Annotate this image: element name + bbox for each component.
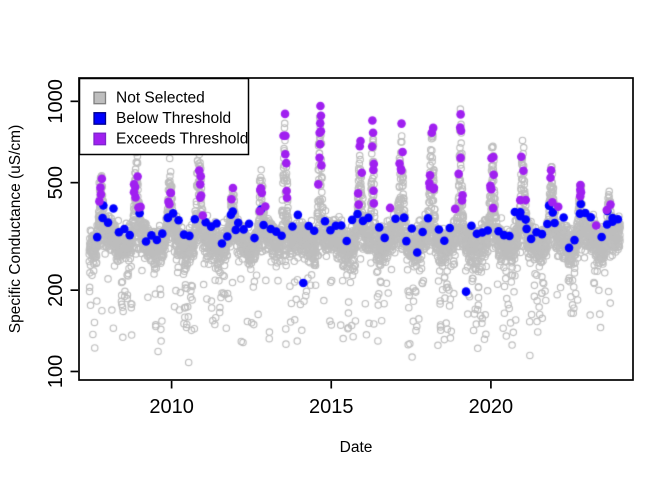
x-tick-label: 2015 bbox=[309, 396, 354, 418]
x-tick-label: 2020 bbox=[469, 396, 514, 418]
legend: Not Selected Below Threshold Exceeds Thr… bbox=[78, 77, 250, 156]
legend-swatch-below-threshold bbox=[93, 112, 107, 125]
y-tick-label: 100 bbox=[45, 355, 67, 388]
plot-border bbox=[78, 77, 634, 381]
y-axis-title: Specific Conductance (uS/cm) bbox=[7, 125, 24, 333]
legend-swatch-exceeds-threshold bbox=[93, 132, 107, 146]
legend-label-not-selected: Not Selected bbox=[116, 90, 205, 107]
x-tick-label: 2010 bbox=[149, 396, 194, 418]
y-axis: 100 200 500 1000 bbox=[45, 79, 79, 388]
y-tick-label: 200 bbox=[45, 273, 67, 306]
y-tick-label: 1000 bbox=[45, 79, 67, 124]
legend-label-below-threshold: Below Threshold bbox=[116, 110, 231, 127]
x-axis-title: Date bbox=[340, 439, 373, 456]
legend-box bbox=[78, 77, 250, 156]
legend-swatch-not-selected bbox=[93, 91, 107, 105]
legend-label-exceeds-threshold: Exceeds Threshold bbox=[116, 131, 248, 148]
y-tick-label: 500 bbox=[45, 166, 67, 199]
x-axis: 2010 2015 2020 bbox=[149, 380, 514, 418]
